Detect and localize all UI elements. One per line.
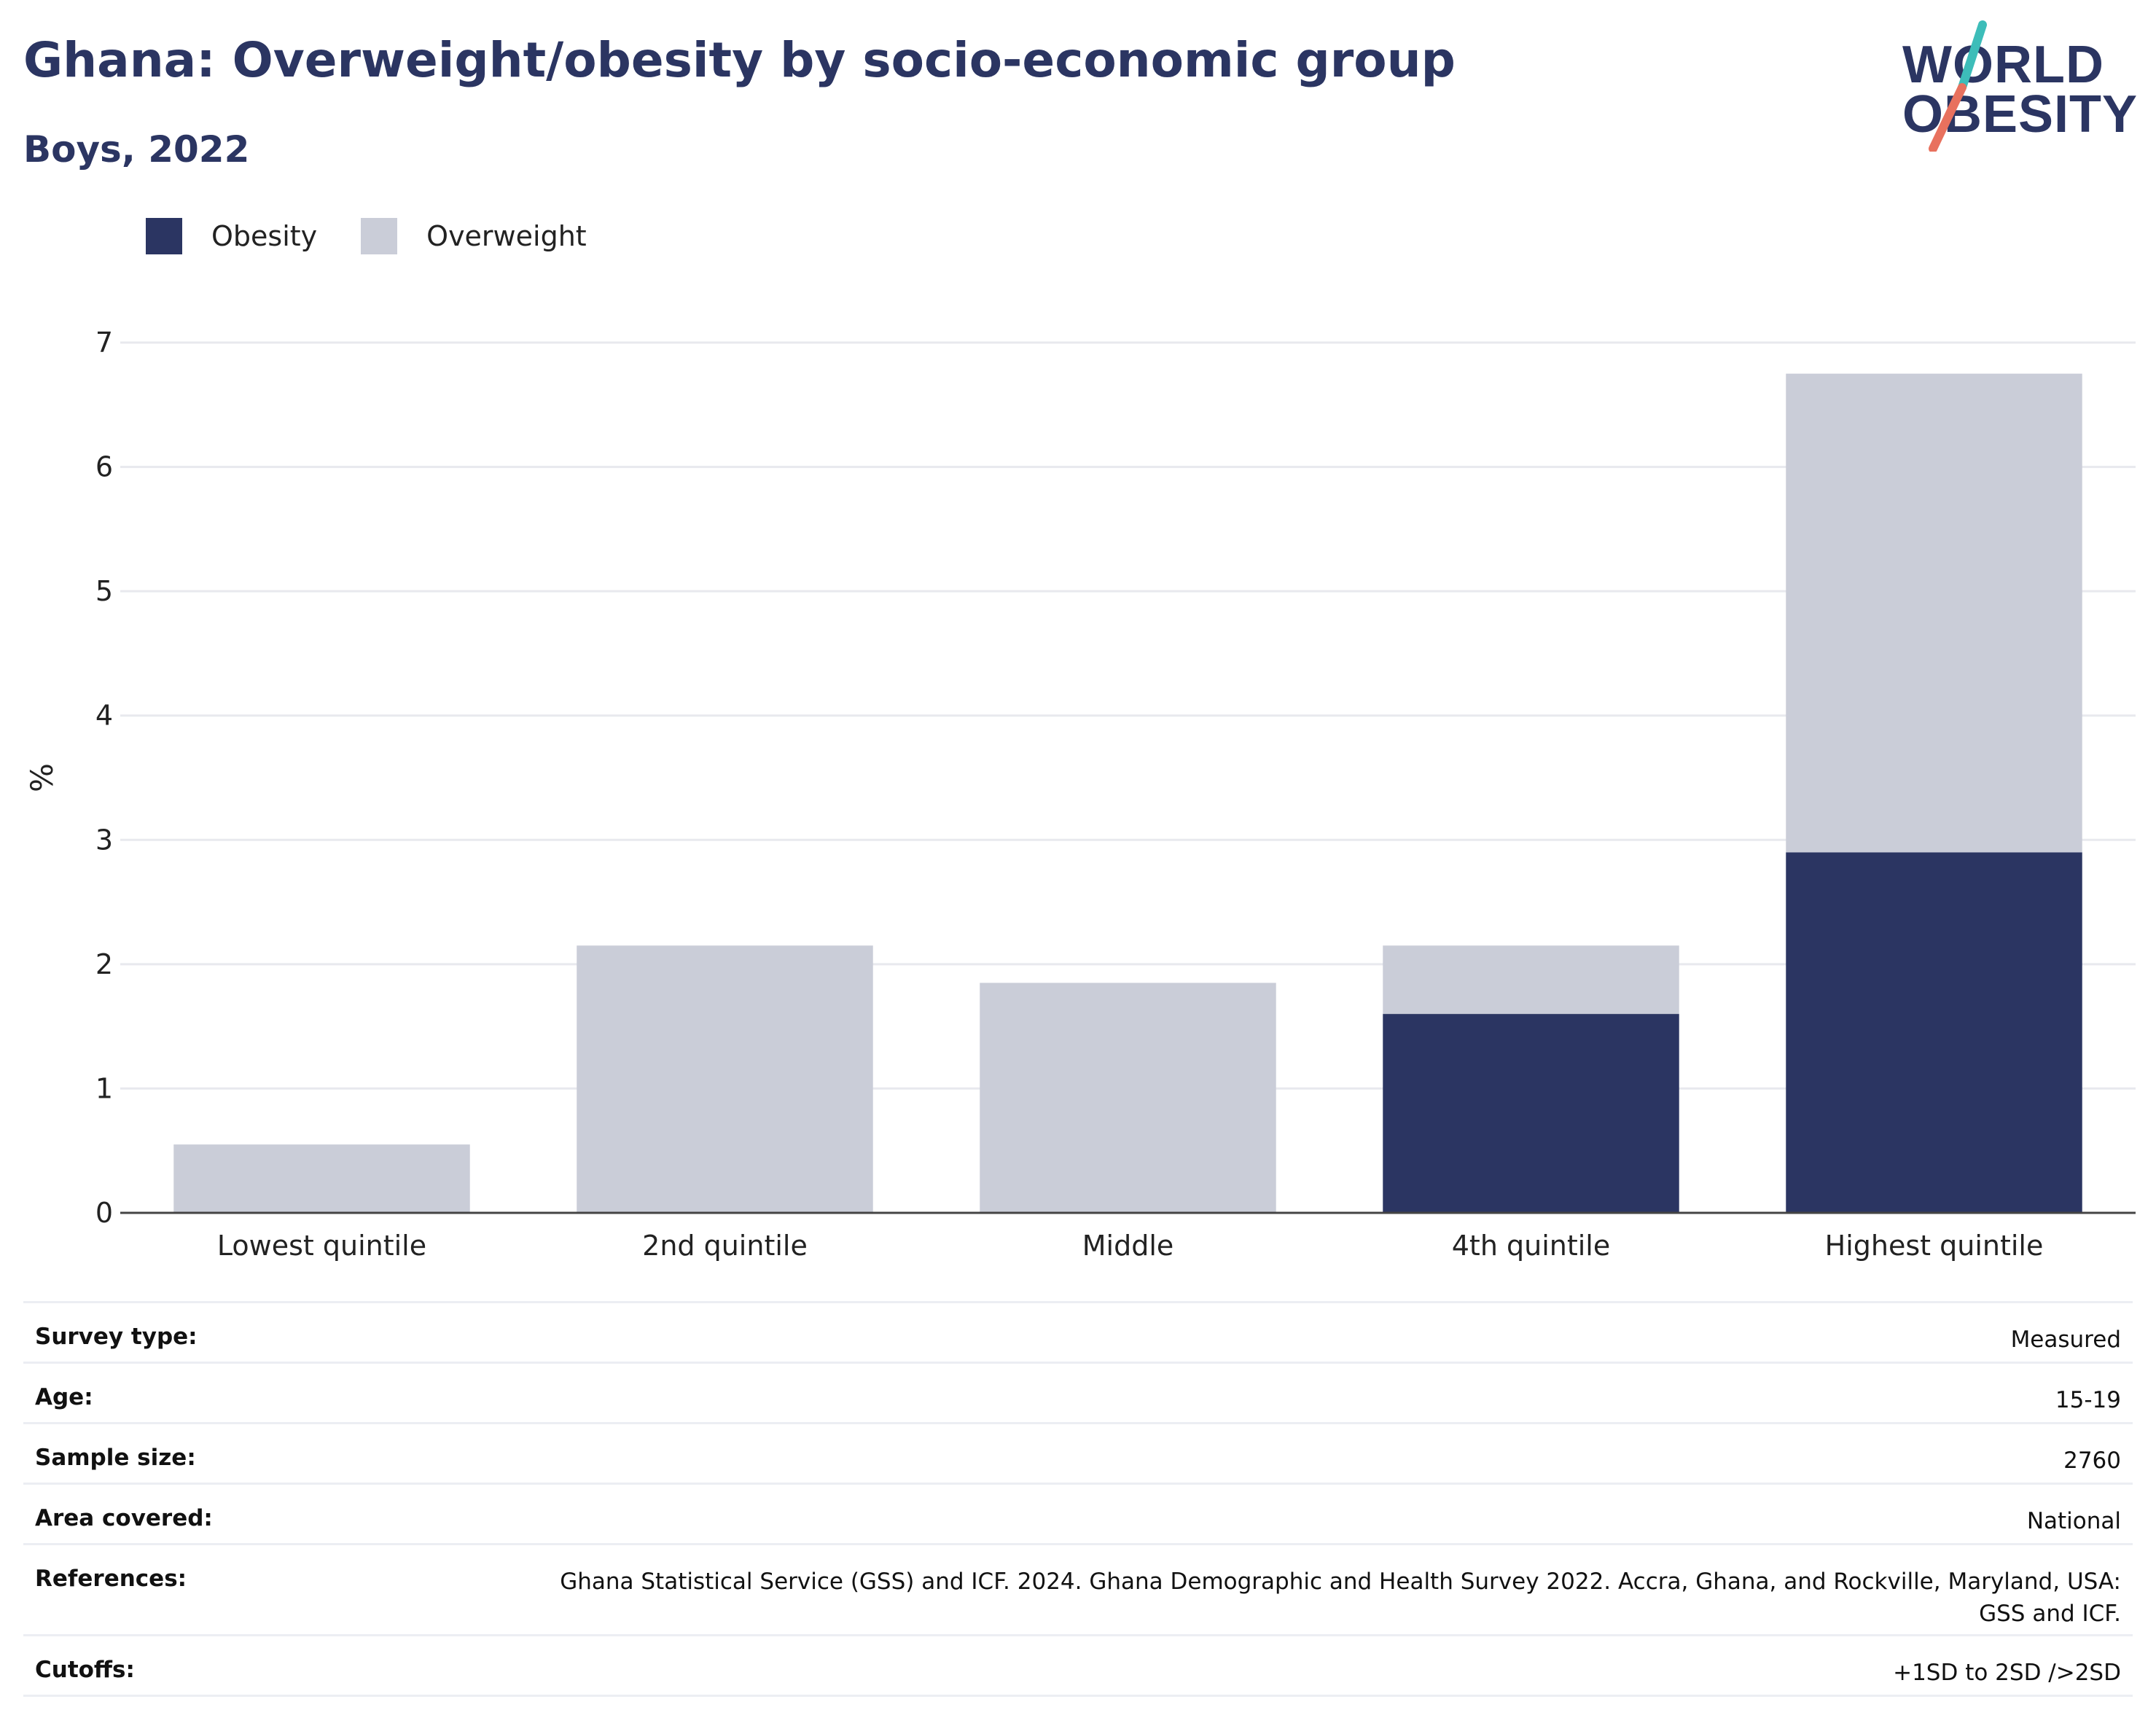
logo-slash-icon (1929, 20, 1987, 152)
chart-title: Ghana: Overweight/obesity by socio-econo… (23, 32, 1456, 88)
x-tick-label: Highest quintile (1825, 1230, 2044, 1261)
legend-swatch-overweight (361, 218, 398, 254)
legend-item-obesity[interactable]: Obesity (146, 218, 317, 254)
legend-item-overweight[interactable]: Overweight (361, 218, 587, 254)
bar-overweight-3[interactable] (980, 983, 1276, 1213)
x-tick-label: Middle (1082, 1230, 1174, 1261)
logo-text-world: WORLD (1902, 36, 2104, 94)
y-tick-label: 7 (95, 327, 113, 359)
legend-swatch-obesity (146, 218, 182, 254)
legend-label-obesity: Obesity (211, 220, 318, 252)
meta-label: References: (35, 1566, 187, 1592)
chart-bars (173, 373, 2082, 1213)
meta-row-survey-type: Survey type: Measured (23, 1301, 2133, 1362)
meta-value: +1SD to 2SD />2SD (1893, 1660, 2121, 1686)
meta-value: Measured (2010, 1327, 2121, 1353)
chart-subtitle: Boys, 2022 (23, 128, 250, 171)
bar-overweight-2[interactable] (577, 945, 873, 1213)
meta-label: Survey type: (35, 1324, 198, 1350)
y-tick-label: 5 (95, 575, 113, 607)
meta-label: Age: (35, 1384, 93, 1410)
meta-value: 15-19 (2055, 1387, 2121, 1413)
meta-row-sample-size: Sample size: 2760 (23, 1422, 2133, 1483)
bar-obesity-5[interactable] (1786, 852, 2082, 1213)
meta-value: National (2026, 1508, 2121, 1534)
y-tick-label: 3 (95, 824, 113, 856)
bar-overweight-4[interactable] (1383, 945, 1679, 1015)
meta-label: Cutoffs: (35, 1657, 135, 1683)
legend-label-overweight: Overweight (426, 220, 587, 252)
meta-row-references: References: Ghana Statistical Service (G… (23, 1543, 2133, 1634)
bar-chart: 0 1 2 3 4 5 6 7 Lowest quintile 2nd quintile Midd… (24, 327, 2136, 1261)
world-obesity-logo: WORLD OBESITY (1902, 20, 2143, 152)
bar-obesity-4[interactable] (1383, 1014, 1679, 1213)
meta-row-cutoffs: Cutoffs: +1SD to 2SD />2SD (23, 1634, 2133, 1697)
x-tick-label: Lowest quintile (217, 1230, 426, 1261)
meta-row-area-covered: Area covered: National (23, 1483, 2133, 1543)
chart-legend: Obesity Overweight (146, 217, 630, 255)
survey-metadata-table: Survey type: Measured Age: 15-19 Sample … (23, 1301, 2133, 1697)
y-axis-title: % (24, 763, 60, 792)
y-tick-label: 2 (95, 948, 113, 980)
x-axis-ticks: Lowest quintile 2nd quintile Middle 4th qui… (217, 1230, 2043, 1261)
meta-value: 2760 (2063, 1448, 2121, 1474)
x-tick-label: 4th quintile (1452, 1230, 1610, 1261)
meta-value: Ghana Statistical Service (GSS) and ICF.… (560, 1569, 2121, 1627)
y-tick-label: 4 (95, 700, 113, 732)
meta-label: Area covered: (35, 1505, 213, 1531)
meta-row-age: Age: 15-19 (23, 1362, 2133, 1422)
y-tick-label: 1 (95, 1072, 113, 1104)
y-tick-label: 6 (95, 451, 113, 483)
y-tick-label: 0 (95, 1197, 113, 1229)
meta-label: Sample size: (35, 1445, 196, 1471)
x-tick-label: 2nd quintile (642, 1230, 808, 1261)
y-axis-ticks: 0 1 2 3 4 5 6 7 (95, 327, 113, 1229)
bar-overweight-1[interactable] (173, 1144, 470, 1213)
bar-overweight-5[interactable] (1786, 373, 2082, 853)
